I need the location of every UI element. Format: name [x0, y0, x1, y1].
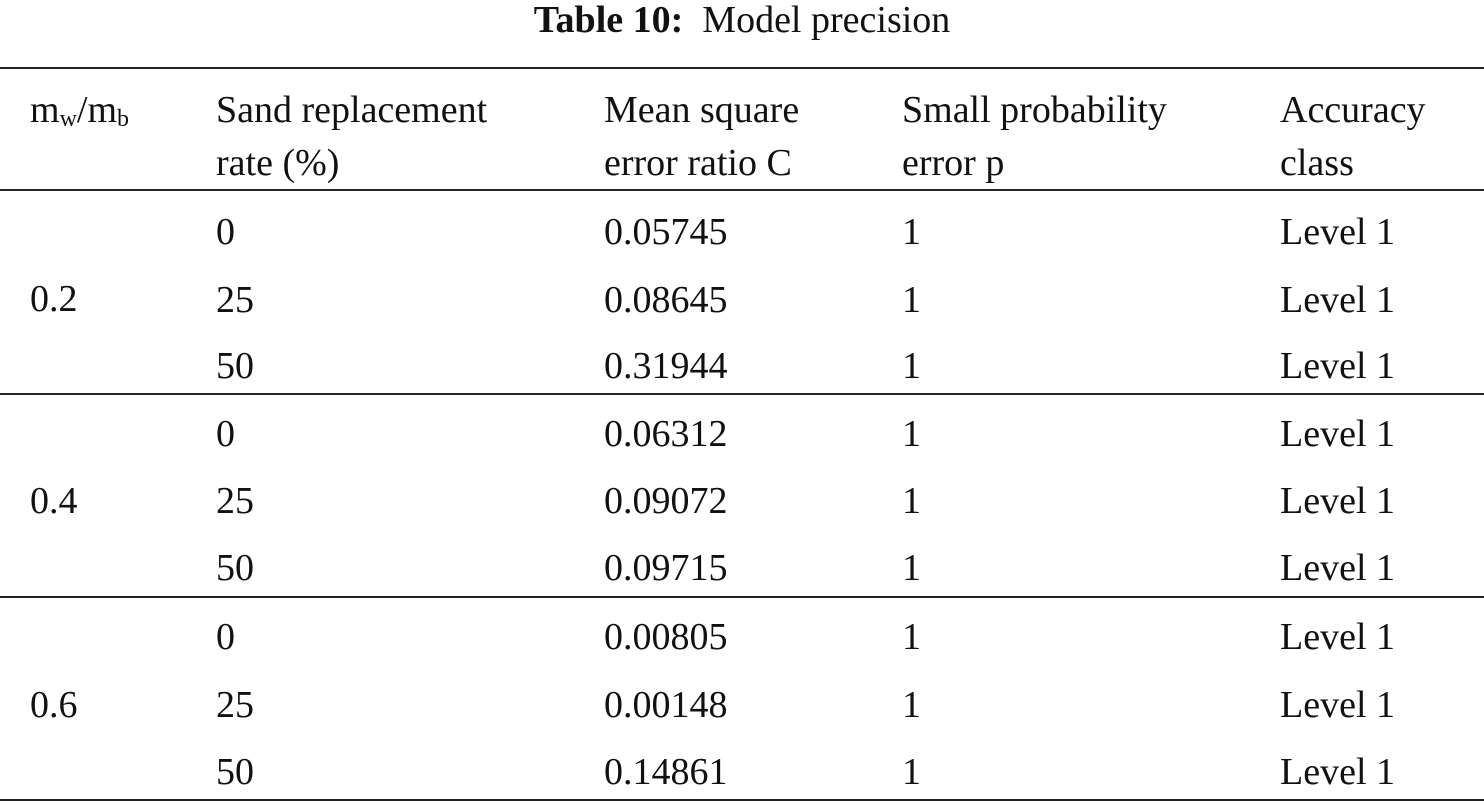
header-text: error ratio C — [604, 142, 792, 184]
cell: Level 1 — [1280, 211, 1396, 253]
header-text: /m — [76, 89, 118, 131]
cell: 0.09072 — [604, 480, 728, 522]
cell: 0.09715 — [604, 547, 728, 589]
cell: 25 — [216, 480, 254, 522]
group-label: 0.6 — [30, 683, 78, 726]
cell: 0.00805 — [604, 616, 728, 658]
caption: Table 10: Model precision — [0, 0, 1484, 45]
cell: 1 — [902, 616, 921, 658]
caption-title: Model precision — [702, 0, 951, 41]
cell: 0.14861 — [604, 751, 728, 793]
cell: Level 1 — [1280, 684, 1396, 726]
top-rule — [0, 67, 1484, 69]
header-text: Small probability — [902, 89, 1167, 131]
cell: 50 — [216, 751, 254, 793]
header-text: rate (%) — [216, 142, 340, 184]
cell: Level 1 — [1280, 547, 1396, 589]
cell: 0.08645 — [604, 279, 728, 321]
cell: 0.31944 — [604, 345, 728, 387]
group-rule — [0, 393, 1484, 395]
cell: 1 — [902, 211, 921, 253]
group-rule — [0, 596, 1484, 598]
cell: 0.00148 — [604, 684, 728, 726]
cell: Level 1 — [1280, 751, 1396, 793]
cell: 25 — [216, 684, 254, 726]
cell: 0.06312 — [604, 413, 728, 455]
cell: 1 — [902, 547, 921, 589]
cell: 1 — [902, 279, 921, 321]
bottom-rule — [0, 799, 1484, 801]
cell: Level 1 — [1280, 413, 1396, 455]
caption-label: Table 10: — [533, 0, 684, 41]
header-text: Mean square — [604, 89, 800, 131]
cell: 1 — [902, 751, 921, 793]
header-cell: mw/mb — [30, 85, 129, 135]
header-text: Accuracy — [1280, 89, 1426, 131]
cell: 50 — [216, 547, 254, 589]
header-text: m — [30, 89, 60, 131]
header-text: Sand replacement — [216, 89, 488, 131]
cell: 50 — [216, 345, 254, 387]
group-label: 0.2 — [30, 278, 78, 320]
cell: 1 — [902, 480, 921, 522]
cell: 0 — [216, 616, 235, 658]
cell: 0 — [216, 211, 235, 253]
header-text: class — [1280, 142, 1354, 184]
group-label: 0.4 — [30, 480, 78, 522]
cell: 1 — [902, 413, 921, 455]
cell: Level 1 — [1280, 480, 1396, 522]
cell: 1 — [902, 345, 921, 387]
cell: Level 1 — [1280, 345, 1396, 387]
cell: Level 1 — [1280, 616, 1396, 658]
cell: 0 — [216, 413, 235, 455]
header-rule — [0, 189, 1484, 191]
cell: 1 — [902, 684, 921, 726]
cell: Level 1 — [1280, 279, 1396, 321]
cell: 25 — [216, 279, 254, 321]
cell: 0.05745 — [604, 211, 728, 253]
header-text: b — [117, 106, 130, 132]
header-text: w — [59, 106, 77, 132]
header-text: error p — [902, 142, 1005, 184]
